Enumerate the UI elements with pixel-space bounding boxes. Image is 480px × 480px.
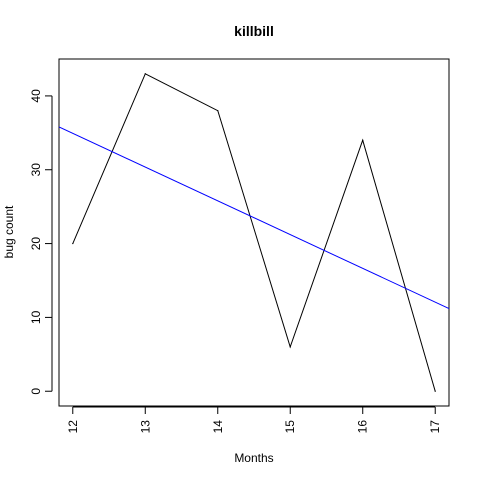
y-axis-label: bug count	[2, 205, 16, 258]
x-tick-label: 14	[211, 420, 225, 434]
y-tick-label: 30	[29, 163, 43, 177]
y-tick-label: 40	[29, 89, 43, 103]
x-axis-label: Months	[234, 451, 273, 465]
data-point	[217, 110, 219, 112]
y-tick-label: 20	[29, 237, 43, 251]
x-tick-label: 13	[138, 420, 152, 434]
y-tick-label: 0	[29, 388, 43, 395]
data-point	[289, 346, 291, 348]
plot-frame	[58, 58, 450, 407]
series-line	[72, 73, 436, 392]
x-tick-label: 17	[428, 420, 442, 434]
chart-title: killbill	[234, 23, 274, 39]
x-axis: 12 13 14 15 16 17	[66, 406, 442, 434]
x-tick-label: 15	[283, 420, 297, 434]
y-tick-label: 10	[29, 310, 43, 324]
data-point	[362, 139, 364, 141]
x-tick-label: 16	[356, 420, 370, 434]
trend-line	[58, 126, 450, 309]
data-point	[72, 242, 74, 245]
data-point	[434, 390, 436, 392]
data-point	[144, 73, 146, 75]
series-layer	[58, 73, 450, 392]
x-tick-label: 12	[66, 420, 80, 434]
y-axis: 0 10 20 30 40	[29, 89, 53, 395]
